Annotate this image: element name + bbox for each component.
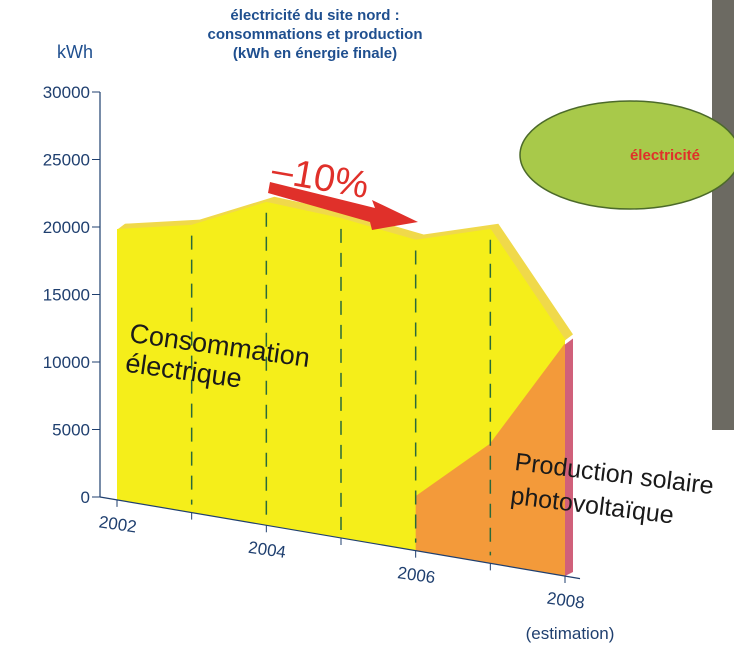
x-axis — [99, 496, 581, 580]
y-tick-label: 20000 — [43, 218, 90, 237]
y-tick-label: 30000 — [43, 83, 90, 102]
annotation: –10% — [269, 149, 372, 207]
trend-arrow — [268, 182, 418, 230]
x-tick-label: 2004 — [247, 538, 287, 562]
x-tick-label: 2006 — [396, 563, 436, 587]
y-tick-label: 10000 — [43, 353, 90, 372]
photo — [712, 0, 734, 430]
badge-label: électricité — [630, 147, 700, 164]
x-tick-label: 2008 — [546, 589, 586, 613]
y-tick-label: 25000 — [43, 151, 90, 170]
y-axis-label: kWh — [57, 42, 93, 62]
chart-title: électricité du site nord : consommations… — [207, 7, 423, 62]
y-tick-label: 15000 — [43, 286, 90, 305]
y-tick-label: 5000 — [52, 421, 90, 440]
area-line — [116, 201, 566, 341]
area-side — [565, 338, 573, 577]
x-tick-label: 2002 — [98, 512, 138, 536]
badge-shape — [519, 100, 734, 210]
x-note: (estimation) — [525, 624, 615, 643]
area-top-edge — [117, 196, 573, 341]
y-tick-label: 0 — [81, 488, 90, 507]
